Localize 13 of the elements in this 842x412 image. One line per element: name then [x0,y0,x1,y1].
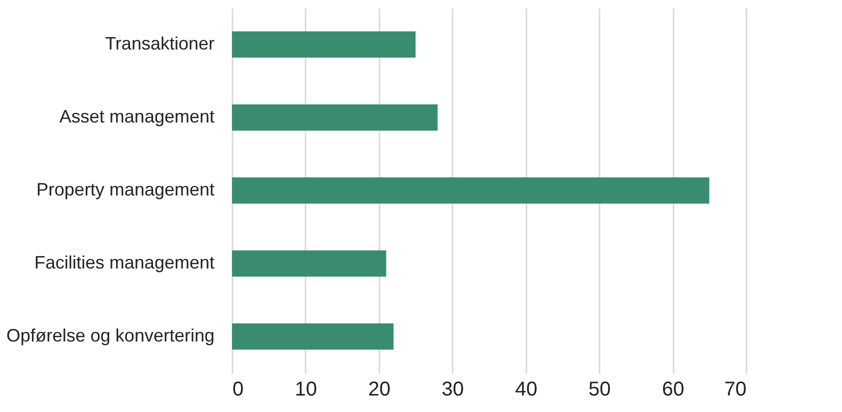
x-tick-label: 10 [294,378,318,400]
x-tick-label: 60 [662,378,684,400]
x-tick-label: 40 [515,378,538,400]
y-tick-label: Opførelse og konvertering [6,326,214,346]
x-tick-label: 20 [368,378,390,400]
y-tick-label: Asset management [59,106,214,126]
x-tick-label: 0 [232,378,244,400]
x-tick-label: 70 [724,378,746,400]
y-tick-label: Property management [36,180,214,200]
y-tick-label: Facilities management [34,252,214,272]
x-tick-label: 50 [588,378,611,400]
x-tick-label: 30 [442,378,464,400]
y-tick-label: Transaktioner [105,34,214,54]
